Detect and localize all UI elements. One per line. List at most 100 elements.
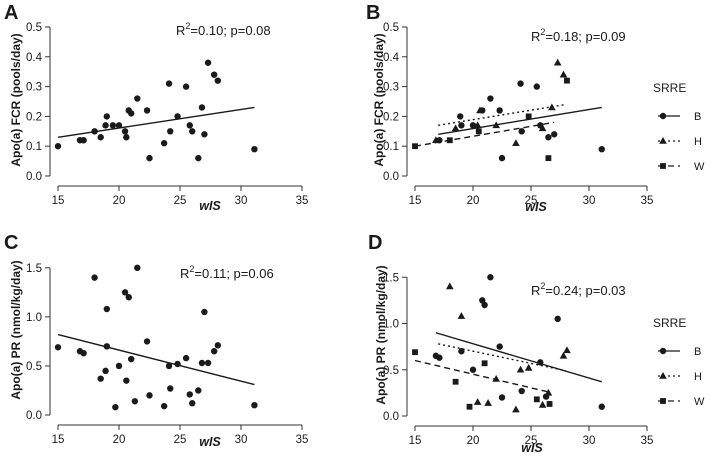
panel-d-fit-line-h [438, 343, 566, 372]
panel-d-point-h [512, 405, 520, 413]
panel-c-y-tick-label: 0.5 [26, 361, 42, 373]
panel-b-point-h [432, 136, 440, 144]
panel-d-x-tick-label: 25 [525, 435, 538, 447]
panel-a-x-axis-title: wIS [199, 199, 221, 213]
panel-d-point-w [533, 396, 540, 403]
panel-c-x-tick-label: 20 [113, 434, 126, 446]
panel-b-point-h [512, 139, 520, 147]
panel-b-y-axis-title: Apo(a) FCR (pools/day) [372, 33, 386, 166]
panel-b-point-w [475, 128, 482, 135]
panel-d-y-tick-label: 1.5 [383, 272, 399, 284]
panel-d-legend-title: SRRE [653, 316, 686, 330]
panel-b-x-tick-label: 25 [525, 195, 538, 207]
panel-d-point-h [538, 400, 547, 408]
panel-a-y-tick-label: 0.0 [26, 171, 42, 183]
panel-c-point-all [97, 375, 104, 382]
panel-c-y-tick-label: 1.0 [26, 312, 42, 324]
panel-c-point-all [186, 391, 193, 398]
panel-b-point-h [553, 58, 562, 66]
panel-a-point-all [195, 154, 202, 162]
panel-c-point-all [210, 348, 218, 355]
panel-b-point-w [525, 113, 532, 120]
panel-b-point-h [492, 121, 500, 129]
panel-d-point-b [481, 301, 488, 309]
panel-b-point-b [458, 122, 465, 129]
panel-a: A R2=0.10; p=0.08 Apo(a) FCR (pools/day)… [4, 2, 308, 213]
panel-b-point-w [564, 77, 570, 84]
panel-b-fit-line-h [438, 103, 566, 127]
panel-d-point-h [457, 312, 466, 319]
panel-d-y-axis-title: Apo(a) PR (nmol/kg/day) [374, 265, 388, 404]
panel-c-point-all [125, 294, 132, 301]
panel-a-point-all [54, 143, 62, 150]
panel-a-point-all [165, 80, 173, 87]
panel-d-point-w [466, 403, 473, 410]
panel-a-point-all [91, 128, 98, 135]
panel-a-point-all [143, 107, 151, 114]
panel-b-point-h [538, 124, 547, 132]
panel-b-point-b [551, 131, 558, 138]
panel-b-point-w [412, 143, 418, 150]
panel-a-fit-line-all [57, 106, 255, 138]
panel-d-point-b [487, 274, 494, 281]
panel-d-point-b [498, 394, 506, 401]
panel-b-point-h [548, 103, 556, 111]
panel-c-y-axis-title: Apo(a) PR (nmol/kg/day) [9, 260, 23, 399]
panel-a-point-all [189, 128, 196, 135]
panel-d-fit-line-b [435, 332, 602, 383]
panel-a-x-tick-label: 20 [113, 195, 126, 207]
panel-d-point-h [484, 399, 492, 406]
panel-c-point-all [143, 338, 151, 345]
panel-a-point-all [103, 113, 111, 120]
panel-c-x-tick-label: 30 [235, 434, 248, 446]
panel-a-point-all [201, 131, 208, 138]
panel-a-y-tick-label: 0.3 [26, 82, 42, 94]
panel-b-point-h [451, 124, 460, 132]
panel-b-point-b [457, 113, 464, 120]
panel-c-point-all [112, 403, 119, 411]
panel-b-x-tick-label: 35 [641, 195, 654, 207]
panel-c-point-all [128, 355, 135, 363]
panel-c-x-tick-label: 35 [296, 434, 309, 446]
panel-b-legend-label-b: B [694, 111, 701, 123]
panel-c-y-tick-label: 1.5 [26, 263, 42, 275]
panel-a-point-all [167, 128, 174, 135]
panel-b-legend-title: SRRE [653, 81, 686, 95]
panel-a-y-tick-label: 0.4 [26, 52, 43, 64]
panel-b: B R2=0.18; p=0.09 Apo(a) FCR (pools/day)… [366, 2, 705, 214]
panel-b-point-h [476, 106, 484, 114]
panel-d-y-tick-label: 1.0 [383, 319, 399, 331]
panel-d-point-b [537, 359, 544, 366]
panel-a-point-all [174, 113, 181, 120]
panel-d-legend-marker-b [659, 347, 667, 355]
panel-b-legend-marker-b [659, 112, 667, 120]
panel-a-point-all [198, 104, 206, 111]
panel-a-point-all [204, 59, 212, 66]
panel-a-point-all [186, 122, 193, 129]
panel-d-x-tick-label: 30 [583, 435, 596, 447]
panel-c-x-tick-label: 15 [52, 434, 65, 446]
panel-d: D R2=0.24; p=0.03 Apo(a) PR (nmol/kg/day… [368, 232, 705, 455]
panel-b-legend-label-h: H [694, 136, 702, 148]
panel-c-r2-annotation: R2=0.11; p=0.06 [180, 264, 274, 281]
panel-a-point-all [182, 83, 190, 90]
panel-b-point-b [545, 134, 552, 141]
panel-a-x-tick-label: 25 [174, 195, 187, 207]
panel-c-point-all [189, 400, 196, 407]
panel-c-point-all [91, 274, 98, 281]
panel-a-y-tick-label: 0.5 [26, 22, 42, 34]
panel-b-x-tick-label: 15 [409, 195, 422, 207]
panel-a-point-all [134, 95, 141, 102]
panel-c-point-all [165, 362, 173, 370]
panel-c-point-all [167, 385, 174, 392]
panel-c-point-all [80, 349, 87, 357]
panel-d-legend-marker-h [659, 372, 667, 379]
panel-b-y-tick-label: 0.0 [383, 171, 399, 183]
panel-a-point-all [97, 134, 104, 141]
panel-d-point-h [524, 363, 533, 371]
panel-a-y-axis-title: Apo(a) FCR (pools/day) [9, 33, 23, 166]
panel-c-point-all [121, 289, 129, 296]
panel-d-point-h [544, 388, 553, 396]
panel-b-x-axis-title: wIS [525, 200, 547, 214]
